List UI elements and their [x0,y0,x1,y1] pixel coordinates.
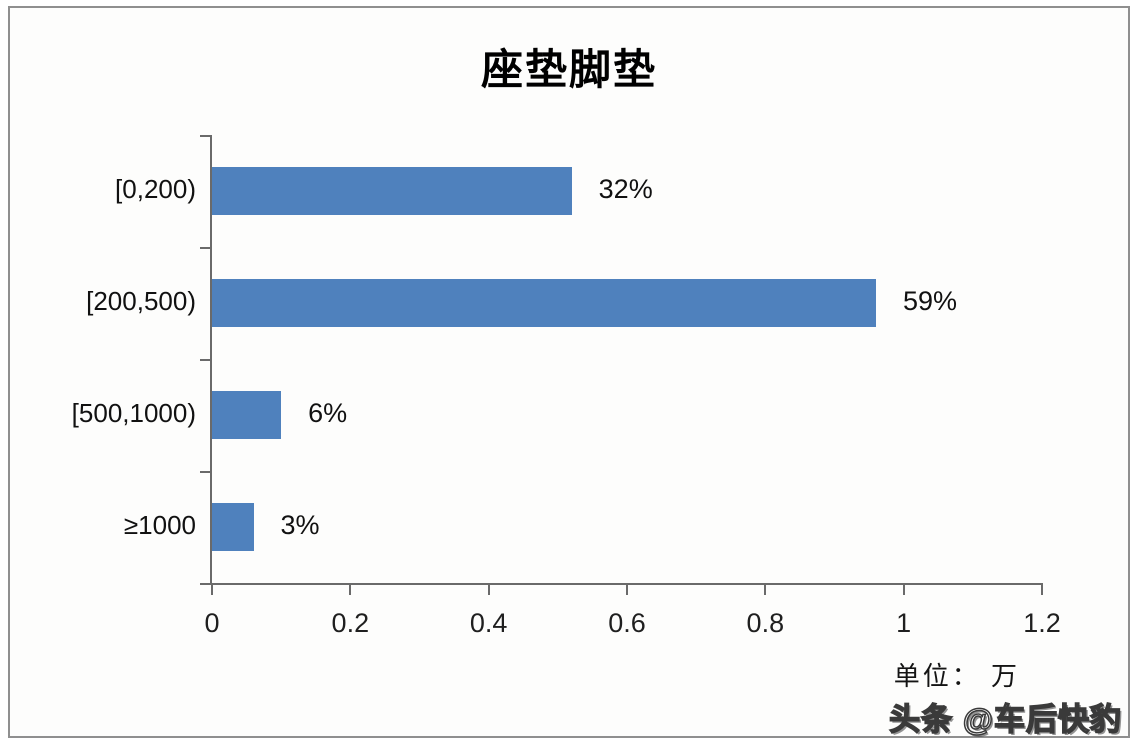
x-tick [902,583,905,595]
x-tick-label: 0.4 [469,608,508,638]
y-tick [200,135,210,137]
x-tick-label: 0.6 [608,608,646,638]
chart-frame [8,6,1130,738]
data-label: 6% [308,398,348,428]
x-tick [211,583,213,595]
bar [212,391,282,439]
y-tick [200,359,210,361]
x-tick-label: 0.8 [746,608,785,638]
x-tick [626,583,628,595]
category-label: [200,500) [86,286,196,316]
x-tick [349,583,352,595]
x-tick [1041,583,1043,595]
category-label: ≥1000 [123,510,196,540]
watermark: 头条 @车后快豹 [888,701,1122,738]
y-tick [200,471,210,473]
x-tick-label: 0 [204,608,220,638]
bar [212,279,876,327]
data-label: 32% [598,174,653,204]
chart-title: 座垫脚垫 [480,46,657,93]
x-tick [764,583,767,595]
y-axis-line [210,135,212,583]
data-label: 3% [280,510,320,540]
x-tick-label: 0.2 [331,608,370,638]
bar [212,167,572,215]
x-tick-label: 1 [896,608,912,638]
y-tick [200,583,210,585]
x-tick-label: 1.2 [1023,608,1061,638]
category-label: [500,1000) [71,398,196,428]
bar [212,503,254,551]
category-label: [0,200) [115,174,196,204]
unit-label: 单位： 万 [893,661,1020,691]
y-tick [200,247,210,249]
data-label: 59% [903,286,958,316]
x-tick [487,583,490,595]
